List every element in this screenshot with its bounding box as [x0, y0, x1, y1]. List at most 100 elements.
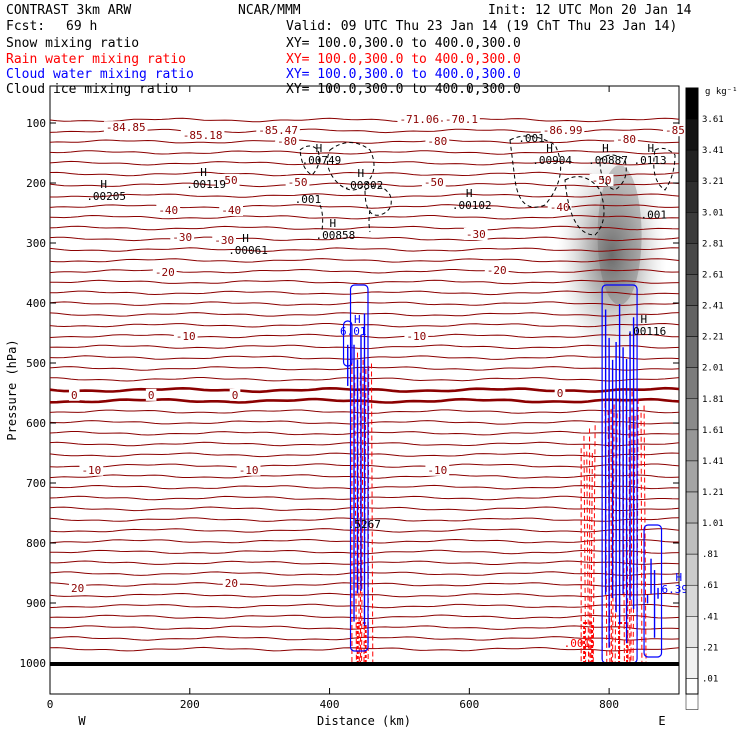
cloud-ice-contour [509, 135, 562, 208]
temperature-label: 0 [148, 389, 155, 402]
y-tick-label: 900 [26, 597, 46, 610]
temperature-label-bg [554, 387, 566, 399]
cloud-water-layer [342, 284, 663, 664]
extremum-marker: H [100, 178, 107, 191]
temperature-label: -50 [288, 176, 308, 189]
extremum-value: .00887 [588, 154, 628, 167]
colorbar-label: 1.01 [702, 519, 724, 529]
colorbar-label: 2.61 [702, 270, 724, 280]
temperature-label-bg [79, 463, 104, 476]
legend-cloudwater-label: Cloud water mixing ratio [6, 67, 194, 82]
legend-snow-xy: XY= 100.0,300.0 to 400.0,300.0 [286, 36, 521, 51]
temperature-contour-line [49, 139, 680, 144]
legend-snow-label: Snow mixing ratio [6, 36, 139, 51]
temperature-contour-line [49, 171, 680, 177]
temperature-label-bg [219, 204, 244, 216]
colorbar-label: .41 [702, 612, 718, 622]
extremum-marker: H [330, 217, 337, 230]
temperature-label: -10 [406, 330, 426, 343]
temperature-label: -50 [592, 174, 612, 187]
colorbar-label: 1.21 [702, 488, 724, 498]
rain-contour [583, 435, 587, 664]
temperature-label-bg [145, 388, 157, 401]
legend-cloudice-label: Cloud ice mixing ratio [6, 82, 178, 97]
legend: Snow mixing ratio XY= 100.0,300.0 to 400… [6, 36, 521, 97]
init-time: Init: 12 UTC Mon 20 Jan 14 [488, 3, 692, 18]
colorbar-cell [685, 553, 699, 586]
colorbar-cell [685, 367, 699, 400]
temperature-label: -80 [427, 135, 447, 148]
temperature-contour-line [49, 225, 680, 231]
ground-line [50, 662, 679, 666]
colorbar-label: 2.01 [702, 364, 724, 374]
extremum-value: .00061 [228, 244, 268, 257]
colorbar-cell [685, 243, 699, 275]
colorbar-cell [685, 398, 699, 431]
extremum-value: .00119 [186, 178, 226, 191]
temperature-label: -50 [218, 174, 238, 187]
y-tick-label: 400 [26, 297, 46, 310]
colorbar: g kg⁻¹ 3.61 3.41 3.21 3.01 2.81 2.61 2.41 2.21 2… [685, 87, 738, 710]
temperature-label-bg [215, 174, 240, 186]
temperature-label: -20 [487, 264, 507, 277]
temperature-contour-line [49, 182, 680, 188]
legend-rain-xy: XY= 100.0,300.0 to 400.0,300.0 [286, 52, 521, 67]
plot-area: -84.85-85.18 -85.47-71.06 -70.1-86.99 -85.0… [49, 85, 701, 695]
model-title: CONTRAST 3km ARW [6, 3, 131, 18]
colorbar-cell [685, 491, 699, 524]
cloud-ice-contour [364, 185, 392, 216]
temperature-label-bg [421, 175, 446, 188]
colorbar-cell [685, 212, 699, 244]
extrema-labels: H.00205H.00119H.00061H.00749H.00802H.008… [86, 132, 694, 650]
colorbar-cell [685, 149, 699, 182]
colorbar-label: 2.41 [702, 302, 724, 312]
x-axis-title: Distance (km) [317, 714, 411, 728]
y-tick-label: 600 [26, 417, 46, 430]
temperature-label-bg [275, 135, 299, 147]
cloud-water-outline [349, 284, 369, 652]
extremum-marker: H [546, 142, 553, 155]
temperature-label: 0 [232, 389, 239, 402]
colorbar-label: .81 [702, 550, 718, 560]
extremum-value: 6.01 [340, 325, 367, 338]
colorbar-cell [685, 647, 699, 679]
temperature-label-bg [589, 174, 614, 186]
fcst-label: Fcst: [6, 19, 45, 34]
y-tick-label: 200 [26, 177, 46, 190]
rain-contour [630, 391, 633, 664]
extremum-marker: H [354, 313, 361, 326]
legend-cloudice-xy: XY= 100.0,300.0 to 400.0,300.0 [286, 82, 521, 97]
extremum-value: .001 [564, 637, 591, 650]
x-tick-label: 800 [599, 698, 619, 711]
valid-time: Valid: 09 UTC Thu 23 Jan 14 (19 ChT Thu … [286, 19, 677, 34]
colorbar-cell [685, 429, 699, 462]
colorbar-frame [685, 87, 699, 695]
rain-contour [370, 363, 374, 664]
rain-contour [354, 374, 357, 664]
temperature-label-bg [180, 129, 225, 141]
temperature-label: -10 [427, 464, 447, 477]
rain-contour [612, 404, 615, 664]
extremum-marker: H [316, 142, 323, 155]
temperature-contour-line [49, 117, 680, 123]
colorbar-label: 1.41 [702, 457, 724, 467]
cloud-ice-contour [564, 176, 605, 236]
temperature-label-bg [540, 124, 585, 137]
extremum-value: .00904 [532, 154, 572, 167]
temperature-label-bg [425, 463, 450, 476]
extremum-value: .001 [641, 209, 668, 222]
temperature-label-bg [222, 577, 240, 590]
legend-rain-label: Rain water mixing ratio [6, 52, 186, 67]
colorbar-label: .61 [702, 581, 718, 591]
extremum-value: .0113 [634, 154, 667, 167]
y-tick-label: 500 [26, 357, 46, 370]
colorbar-cell [685, 616, 699, 648]
extremum-value: .00749 [302, 154, 342, 167]
temperature-label: -85.18 [183, 129, 223, 142]
x-axis-west-label: W [78, 714, 86, 728]
rain-contour [361, 359, 364, 664]
temperature-label: 0 [557, 387, 564, 400]
colorbar-cell [685, 336, 699, 368]
temperature-label: 20 [71, 582, 84, 595]
